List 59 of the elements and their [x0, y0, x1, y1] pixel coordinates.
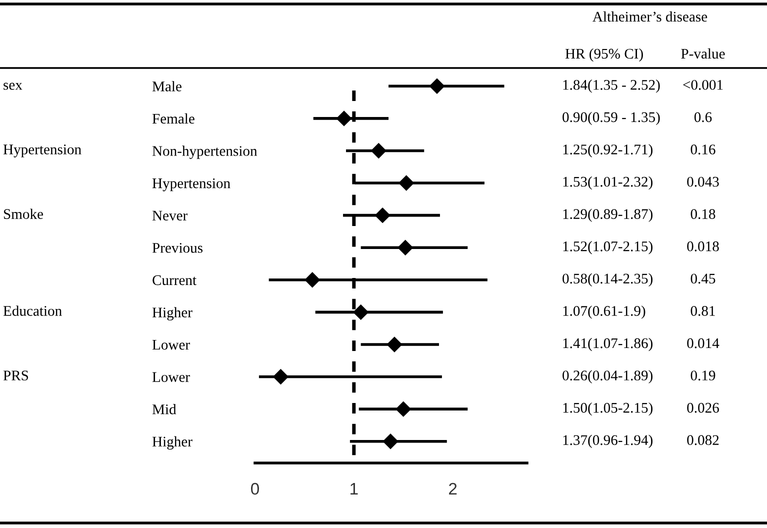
point: [386, 336, 402, 352]
text: Altheimer’s disease: [592, 11, 708, 22]
point: [273, 369, 288, 384]
text: 0.58(0.14-2.35): [562, 273, 652, 287]
y-tick-label: Never: [152, 210, 188, 221]
y-tick-label: Previous: [152, 243, 203, 253]
y-tick-label: Lower: [152, 372, 190, 382]
y-tick-label: Higher: [152, 436, 192, 450]
text: 0.19: [690, 370, 716, 380]
text: 1.41(1.07-1.86): [563, 338, 652, 352]
y-tick-label: Non-hypertension: [152, 146, 258, 159]
point: [336, 110, 352, 126]
y-tick-label: Female: [152, 113, 194, 124]
x-tick-label: 2: [449, 482, 457, 495]
point: [382, 434, 398, 449]
y-tick-label: Lower: [152, 340, 190, 350]
point: [375, 208, 390, 223]
y-tick-label: Male: [152, 81, 182, 92]
point: [396, 402, 411, 417]
y-tick-label: Current: [152, 275, 196, 286]
text: 1.29(0.89-1.87): [563, 208, 652, 222]
text: 0.81: [690, 306, 715, 316]
text: PRS: [3, 370, 28, 380]
x-tick-label: 1: [350, 483, 358, 495]
y-tick-label: Hypertension: [152, 178, 230, 192]
text: 0.45: [690, 274, 716, 284]
text: 1.50(1.05-2.15): [563, 402, 652, 416]
text: 0.082: [687, 435, 719, 446]
text: Hypertension: [3, 144, 82, 158]
point: [429, 78, 445, 94]
point: [371, 143, 386, 158]
text: 1.37(0.96-1.94): [563, 434, 652, 448]
y-tick-label: Higher: [152, 307, 192, 320]
text: 0.6: [694, 112, 712, 122]
text: 0.16: [690, 144, 716, 154]
text: 1.25(0.92-1.71): [563, 144, 652, 158]
text: 1.52(1.07-2.15): [563, 240, 652, 254]
text: sex: [4, 82, 22, 90]
point: [398, 240, 413, 256]
text: 0.018: [687, 241, 719, 252]
text: 0.90(0.59 - 1.35): [562, 112, 660, 126]
x-tick-label: 0: [251, 482, 259, 495]
text: 1.07(0.61-1.9): [563, 306, 646, 319]
point: [304, 272, 320, 288]
text: Education: [3, 306, 62, 316]
text: Smoke: [4, 208, 44, 219]
text: 0.043: [687, 176, 719, 187]
text: 0.26(0.04-1.89): [562, 370, 652, 384]
point: [398, 175, 414, 191]
y-tick-label: Mid: [152, 404, 176, 414]
text: HR (95% CI): [565, 48, 643, 62]
text: 1.84(1.35 - 2.52): [563, 80, 660, 93]
text: <0.001: [683, 80, 723, 90]
text: 0.014: [687, 338, 720, 348]
text: P-value: [681, 48, 725, 59]
point: [353, 304, 368, 320]
text: 0.18: [690, 209, 716, 220]
text: 0.026: [687, 402, 719, 413]
text: 1.53(1.01-2.32): [563, 176, 652, 190]
